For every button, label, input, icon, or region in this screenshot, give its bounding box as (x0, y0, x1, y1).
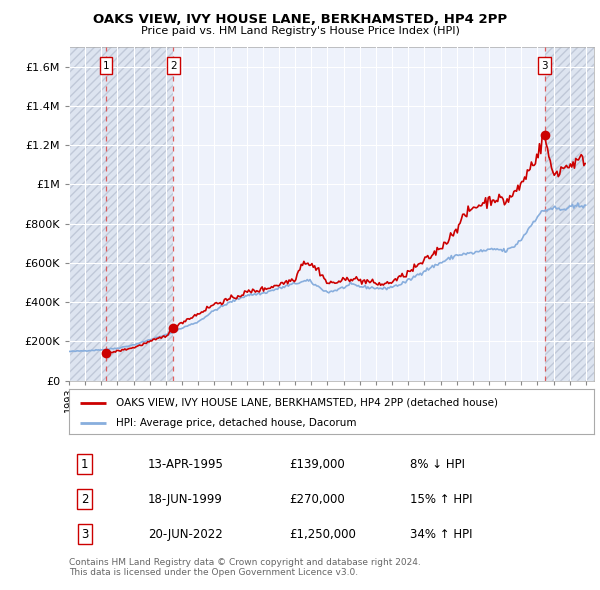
Text: 1: 1 (81, 458, 89, 471)
Text: 8% ↓ HPI: 8% ↓ HPI (410, 458, 465, 471)
Bar (106, 47, 173, 381)
Bar (106, 47, 173, 381)
Bar (545, 47, 594, 381)
Text: 2: 2 (81, 493, 89, 506)
Text: OAKS VIEW, IVY HOUSE LANE, BERKHAMSTED, HP4 2PP (detached house): OAKS VIEW, IVY HOUSE LANE, BERKHAMSTED, … (116, 398, 498, 408)
Text: Price paid vs. HM Land Registry's House Price Index (HPI): Price paid vs. HM Land Registry's House … (140, 26, 460, 36)
Text: Contains HM Land Registry data © Crown copyright and database right 2024.
This d: Contains HM Land Registry data © Crown c… (69, 558, 421, 577)
Text: 18-JUN-1999: 18-JUN-1999 (148, 493, 223, 506)
Bar (69, 47, 106, 381)
Text: HPI: Average price, detached house, Dacorum: HPI: Average price, detached house, Daco… (116, 418, 357, 428)
Text: 13-APR-1995: 13-APR-1995 (148, 458, 224, 471)
Text: 3: 3 (81, 527, 88, 540)
Text: 3: 3 (542, 61, 548, 71)
Text: 2: 2 (170, 61, 176, 71)
Text: £270,000: £270,000 (290, 493, 345, 506)
Text: OAKS VIEW, IVY HOUSE LANE, BERKHAMSTED, HP4 2PP: OAKS VIEW, IVY HOUSE LANE, BERKHAMSTED, … (93, 13, 507, 26)
Text: 1: 1 (103, 61, 109, 71)
Text: 20-JUN-2022: 20-JUN-2022 (148, 527, 223, 540)
Text: 34% ↑ HPI: 34% ↑ HPI (410, 527, 473, 540)
Bar (545, 47, 594, 381)
Text: 15% ↑ HPI: 15% ↑ HPI (410, 493, 473, 506)
Bar (69, 47, 106, 381)
Text: £139,000: £139,000 (290, 458, 345, 471)
Text: £1,250,000: £1,250,000 (290, 527, 356, 540)
